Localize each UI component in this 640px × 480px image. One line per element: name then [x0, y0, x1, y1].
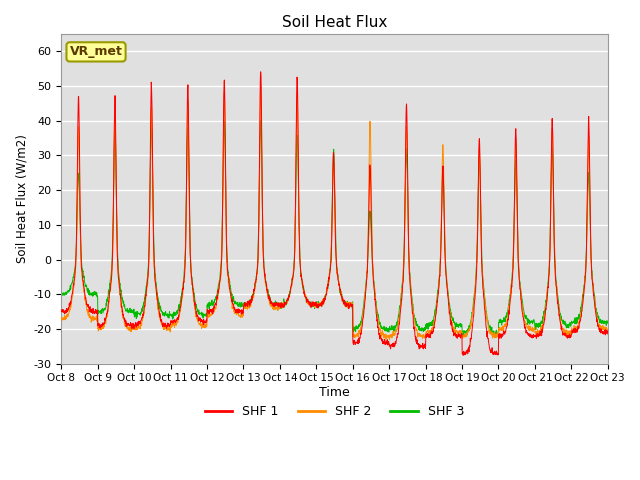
X-axis label: Time: Time	[319, 386, 350, 399]
Text: VR_met: VR_met	[70, 46, 122, 59]
Legend: SHF 1, SHF 2, SHF 3: SHF 1, SHF 2, SHF 3	[200, 400, 469, 423]
Title: Soil Heat Flux: Soil Heat Flux	[282, 15, 387, 30]
Y-axis label: Soil Heat Flux (W/m2): Soil Heat Flux (W/m2)	[15, 134, 28, 263]
